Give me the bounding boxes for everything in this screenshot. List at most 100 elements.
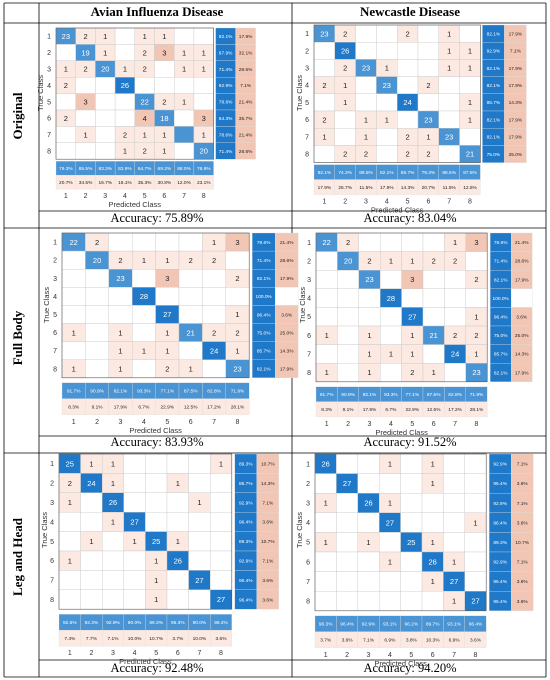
matrix-cell bbox=[166, 589, 189, 610]
matrix-cell bbox=[379, 473, 401, 494]
accuracy-fullbody-avian: Accuracy: 83.93% bbox=[110, 435, 203, 449]
col-summary-correct-label: 93.1% bbox=[383, 622, 397, 628]
cell-value: 2 bbox=[453, 257, 457, 266]
y-tick-label: 8 bbox=[53, 366, 57, 373]
matrix-cell bbox=[131, 305, 156, 324]
row-summary-correct-label: 82.1% bbox=[494, 277, 508, 283]
y-tick-label: 1 bbox=[47, 34, 51, 41]
cell-value: 2 bbox=[118, 256, 122, 265]
cell-value: 2 bbox=[83, 65, 87, 74]
row-summary-correct-label: 82.1% bbox=[487, 135, 501, 141]
matrix-cell bbox=[465, 251, 488, 271]
cell-value: 2 bbox=[432, 257, 436, 266]
matrix-cell bbox=[101, 550, 124, 571]
cell-value: 2 bbox=[162, 98, 166, 107]
row-summary-correct-label: 75.0% bbox=[257, 330, 271, 336]
confusion-matrix-2: 23 2 2 126 1 12 23 1 1 12 1 23 21 24 12 1 1 23 11 1 2 1 232 2 2 2… bbox=[295, 24, 527, 215]
col-summary-correct-label: 77.1% bbox=[405, 392, 419, 398]
x-tick-label: 1 bbox=[68, 650, 72, 657]
row-summary-error-label: 17.9% bbox=[239, 34, 253, 40]
col-summary-error-label: 3.8% bbox=[406, 638, 418, 644]
matrix-cell bbox=[401, 232, 424, 252]
matrix-cell bbox=[131, 359, 156, 379]
cell-value: 20 bbox=[344, 257, 352, 266]
col-summary-error bbox=[464, 631, 487, 648]
col-summary-error-label: 3.6% bbox=[216, 636, 228, 642]
cell-value: 26 bbox=[364, 499, 372, 508]
matrix-cell bbox=[465, 288, 488, 308]
matrix-cell bbox=[443, 453, 465, 474]
matrix-cell bbox=[123, 589, 146, 610]
cell-value: 1 bbox=[468, 47, 472, 56]
matrix-cell bbox=[314, 591, 337, 612]
cell-value: 28 bbox=[387, 294, 395, 303]
row-summary-correct-label: 92.9% bbox=[493, 462, 507, 468]
cell-value: 2 bbox=[406, 133, 410, 142]
cell-value: 27 bbox=[408, 312, 416, 321]
row-summary-correct-label: 78.6% bbox=[257, 240, 271, 246]
matrix-cell bbox=[376, 127, 398, 146]
x-axis-label: Predicted Class bbox=[374, 659, 427, 668]
col-summary-correct-label: 88.5% bbox=[359, 170, 373, 176]
x-tick-label: 7 bbox=[197, 650, 201, 657]
matrix-cell bbox=[314, 571, 337, 592]
cell-value: 1 bbox=[431, 479, 435, 488]
col-summary-correct-label: 93.3% bbox=[384, 392, 398, 398]
matrix-cell bbox=[444, 363, 466, 383]
matrix-cell bbox=[145, 453, 168, 474]
matrix-cell bbox=[400, 571, 423, 592]
x-tick-label: 3 bbox=[368, 421, 372, 428]
matrix-cell bbox=[178, 287, 203, 306]
matrix-cell bbox=[337, 363, 359, 383]
x-tick-label: 8 bbox=[475, 421, 479, 428]
cell-value: 2 bbox=[343, 64, 347, 73]
y-tick-label: 2 bbox=[307, 258, 311, 265]
row-summary-correct-label: 89.3% bbox=[239, 539, 253, 545]
cell-value: 2 bbox=[68, 479, 72, 488]
cell-value: 1 bbox=[72, 364, 76, 373]
row-summary-error bbox=[275, 359, 299, 378]
matrix-cell bbox=[438, 76, 460, 94]
col-summary-correct-label: 76.9% bbox=[197, 166, 211, 172]
col-header-newcastle: Newcastle Disease bbox=[360, 4, 460, 19]
cell-value: 1 bbox=[343, 81, 347, 90]
row-summary-correct-label: 92.9% bbox=[239, 500, 253, 506]
cell-value: 2 bbox=[346, 238, 350, 247]
y-axis-label: True Class bbox=[40, 512, 49, 548]
matrix-cell bbox=[443, 473, 465, 494]
col-summary-correct-label: 88.5% bbox=[442, 170, 456, 176]
matrix-cell bbox=[123, 570, 146, 591]
accuracy-original-newcastle: Accuracy: 83.04% bbox=[363, 211, 456, 225]
cell-value: 1 bbox=[343, 98, 347, 107]
matrix-cell bbox=[188, 453, 211, 474]
cell-value: 1 bbox=[64, 65, 68, 74]
matrix-cell bbox=[464, 532, 487, 553]
row-summary-error-label: 17.9% bbox=[509, 135, 523, 141]
y-tick-label: 2 bbox=[306, 481, 310, 488]
row-summary-correct-label: 82.1% bbox=[487, 66, 501, 72]
y-tick-label: 6 bbox=[306, 559, 310, 566]
cell-value: 18 bbox=[160, 114, 168, 123]
row-summary-correct-label: 64.3% bbox=[219, 116, 233, 122]
row-summary-error-label: 14.3% bbox=[280, 348, 294, 354]
cell-value: 1 bbox=[388, 460, 392, 469]
cell-value: 1 bbox=[324, 538, 328, 547]
x-tick-label: 5 bbox=[410, 421, 414, 428]
col-summary-error bbox=[459, 179, 481, 195]
cell-value: 1 bbox=[212, 238, 216, 247]
matrix-cell bbox=[421, 493, 444, 514]
matrix-cell bbox=[358, 288, 381, 308]
cell-value: 22 bbox=[323, 238, 331, 247]
col-summary-error-label: 28.1% bbox=[231, 405, 245, 411]
matrix-cell bbox=[114, 109, 135, 127]
cell-value: 27 bbox=[195, 576, 203, 585]
col-summary-error-label: 10.7% bbox=[149, 636, 163, 642]
cell-value: 2 bbox=[426, 81, 430, 90]
col-summary-correct-label: 90.0% bbox=[128, 620, 142, 626]
matrix-cell bbox=[80, 492, 103, 513]
matrix-cell bbox=[188, 550, 211, 571]
col-summary-error-label: 12.5% bbox=[427, 407, 441, 413]
col-summary-correct-label: 90.9% bbox=[341, 392, 355, 398]
cell-value: 1 bbox=[452, 558, 456, 567]
cell-value: 1 bbox=[447, 47, 451, 56]
